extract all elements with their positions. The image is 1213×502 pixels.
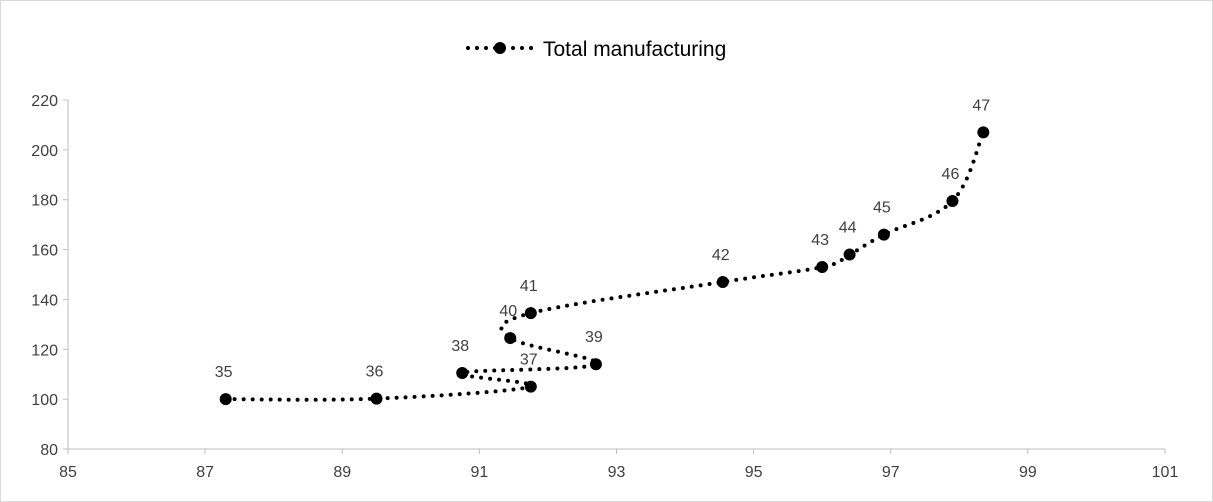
x-tick-label: 95 [745, 464, 763, 481]
series-line [223, 130, 986, 402]
data-point-45 [877, 228, 890, 241]
data-label-35: 35 [215, 364, 233, 381]
data-point-44 [843, 248, 856, 261]
data-point-35 [219, 393, 232, 406]
x-tick-label: 85 [59, 464, 77, 481]
data-point-41 [524, 307, 537, 320]
x-tick-label: 89 [333, 464, 351, 481]
y-tick-label: 120 [31, 342, 58, 359]
data-point-37 [524, 380, 537, 393]
y-tick-label: 80 [40, 442, 58, 459]
legend-marker [494, 42, 506, 54]
legend-label: Total manufacturing [543, 38, 726, 61]
data-point-36 [370, 392, 383, 405]
y-tick-label: 180 [31, 193, 58, 210]
data-point-46 [946, 194, 959, 207]
x-tick-label: 101 [1152, 464, 1179, 481]
legend: Total manufacturing [466, 38, 726, 61]
y-tick-label: 220 [31, 93, 58, 110]
y-tick-label: 140 [31, 292, 58, 309]
data-label-46: 46 [942, 166, 960, 183]
x-tick-label: 99 [1019, 464, 1037, 481]
data-label-43: 43 [811, 232, 829, 249]
x-tick-label: 97 [882, 464, 900, 481]
data-label-47: 47 [972, 97, 990, 114]
data-label-41: 41 [520, 278, 538, 295]
x-tick-label: 93 [608, 464, 626, 481]
data-point-39 [589, 358, 602, 371]
x-tick-label: 91 [470, 464, 488, 481]
data-label-42: 42 [712, 247, 730, 264]
data-label-44: 44 [839, 220, 857, 237]
data-point-42 [716, 275, 729, 288]
y-tick-label: 160 [31, 243, 58, 260]
data-label-40: 40 [499, 303, 517, 320]
data-point-38 [456, 366, 469, 379]
axes: 80 100 120 140 160 180 200 220 85 87 89 91 93 95 97 99 1… [31, 93, 1178, 481]
data-label-38: 38 [451, 338, 469, 355]
data-point-47 [977, 126, 990, 139]
data-label-37: 37 [520, 352, 538, 369]
data-label-36: 36 [366, 364, 384, 381]
x-tick-label: 87 [196, 464, 214, 481]
y-tick-label: 200 [31, 143, 58, 160]
y-tick-label: 100 [31, 392, 58, 409]
data-label-39: 39 [585, 329, 603, 346]
data-point-43 [816, 261, 829, 274]
data-point-40 [504, 332, 517, 345]
data-label-45: 45 [873, 200, 891, 217]
